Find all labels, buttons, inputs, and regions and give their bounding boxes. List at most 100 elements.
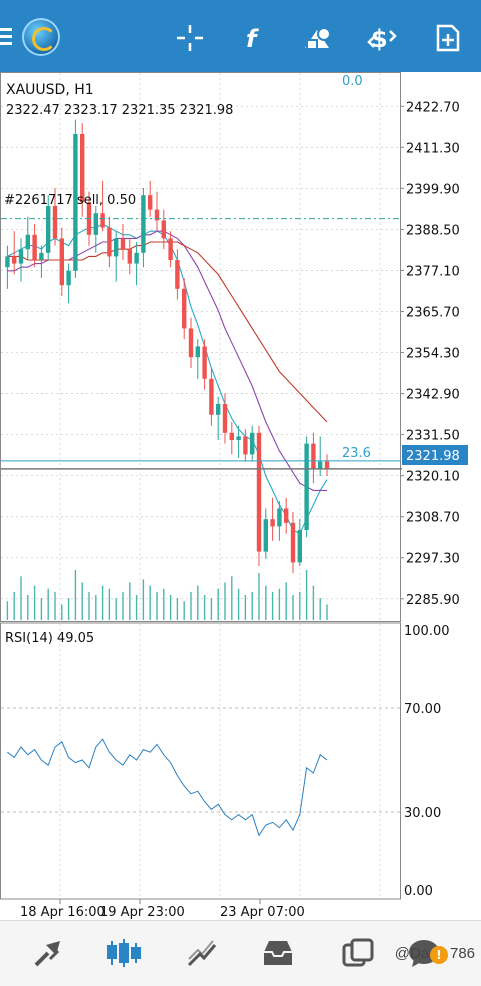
candle — [25, 216, 30, 260]
candle — [5, 245, 10, 289]
hline-label[interactable]: 23.6 — [342, 446, 371, 461]
candle-body — [18, 249, 24, 264]
candle-body — [46, 206, 51, 253]
candle — [324, 454, 330, 476]
price-panel-frame — [0, 72, 401, 622]
candle — [127, 238, 132, 275]
candle-body — [100, 213, 105, 228]
candle-body — [175, 260, 180, 289]
candle-body — [127, 249, 132, 264]
candle-body — [182, 288, 187, 329]
candle — [195, 339, 200, 379]
rsi-axis: 100.00 70.00 30.00 0.00 — [404, 624, 450, 899]
function-icon[interactable]: f — [238, 22, 270, 54]
candle-body — [256, 432, 262, 552]
price-tick-label: 2388.50 — [406, 223, 460, 238]
history-icon[interactable] — [258, 933, 298, 973]
candle-body — [229, 432, 234, 440]
price-axis[interactable]: 2422.70 2411.30 2399.90 2388.50 2377.10 2365.… — [400, 100, 460, 608]
candle-body — [216, 404, 221, 415]
candle — [202, 339, 207, 390]
candle — [311, 432, 316, 484]
messages-icon[interactable] — [338, 933, 378, 973]
crosshair-icon[interactable] — [174, 22, 206, 54]
candle-body — [120, 238, 126, 250]
candle — [182, 278, 187, 340]
candle — [229, 422, 234, 455]
menu-icon[interactable] — [0, 24, 16, 48]
order-label[interactable]: #2261717 sell, 0.50 — [4, 193, 136, 208]
rsi-label: RSI(14) 49.05 — [5, 631, 94, 646]
chart-icon[interactable] — [104, 933, 144, 973]
candle — [243, 429, 248, 462]
candle — [107, 216, 112, 268]
candle — [100, 180, 105, 232]
price-tick-label: 2297.30 — [406, 552, 460, 567]
price-tick-label: 2365.70 — [406, 305, 460, 320]
candle — [148, 180, 153, 217]
candle — [297, 519, 302, 566]
candle-body — [250, 432, 255, 455]
price-tick-label: 2308.70 — [406, 511, 460, 526]
candle — [66, 263, 71, 304]
quotes-icon[interactable] — [28, 933, 68, 973]
rsi-tick-label: 100.00 — [404, 624, 450, 639]
candle-body — [12, 256, 17, 264]
candle-body — [222, 404, 228, 433]
candle-body — [236, 436, 241, 440]
rsi-line — [7, 738, 328, 837]
price-tick-label: 2422.70 — [406, 100, 460, 115]
objects-icon[interactable] — [302, 22, 334, 54]
candle-body — [80, 134, 85, 203]
candle — [161, 209, 166, 250]
candle — [134, 242, 139, 286]
trade-icon[interactable] — [182, 933, 222, 973]
candle — [236, 425, 241, 458]
candle — [304, 436, 309, 538]
candle-body — [209, 378, 214, 415]
candle-body — [168, 238, 173, 260]
rsi-tick-label: 30.00 — [404, 806, 441, 821]
price-tick-label: 2411.30 — [406, 141, 460, 156]
price-tick-label: 2285.90 — [406, 593, 460, 608]
app-logo[interactable] — [22, 18, 60, 56]
candle — [175, 249, 180, 300]
time-tick-label: 18 Apr 16:00 — [20, 905, 105, 920]
candle-body — [188, 328, 194, 358]
candle — [277, 501, 282, 541]
candle — [32, 224, 37, 268]
candle — [141, 188, 146, 268]
time-tick-label: 19 Apr 23:00 — [100, 905, 185, 920]
candle-body — [107, 227, 112, 257]
chart-canvas[interactable]: 2422.70 2411.30 2399.90 2388.50 2377.10 2365.… — [0, 72, 481, 920]
candle-body — [39, 252, 44, 260]
time-tick-label: 23 Apr 07:00 — [220, 905, 305, 920]
rsi-tick-label: 0.00 — [404, 884, 433, 899]
new-order-icon[interactable] — [432, 22, 464, 54]
price-tick-label: 2399.90 — [406, 182, 460, 197]
candles — [5, 119, 330, 574]
candle — [263, 508, 268, 559]
svg-text:f: f — [246, 25, 259, 52]
candle-body — [243, 436, 248, 455]
candle-body — [284, 508, 289, 523]
candle — [284, 497, 289, 534]
symbol-icon[interactable]: $ — [366, 22, 398, 54]
notification-badge[interactable]: ! — [430, 946, 448, 964]
chart-area[interactable]: 2422.70 2411.30 2399.90 2388.50 2377.10 2365.… — [0, 72, 481, 920]
candle-body — [324, 461, 330, 469]
candle-body — [134, 252, 139, 264]
candle-body — [318, 461, 323, 469]
candle — [120, 224, 126, 260]
candle — [80, 123, 85, 217]
candle-body — [304, 443, 309, 530]
candle-body — [161, 220, 166, 239]
candle — [290, 512, 296, 574]
bottom-navigation: @Dada 786 — [0, 920, 481, 986]
candle-body — [311, 443, 316, 469]
candle-body — [66, 270, 71, 286]
candle — [59, 227, 64, 296]
candle — [18, 238, 24, 282]
candle-body — [148, 195, 153, 210]
